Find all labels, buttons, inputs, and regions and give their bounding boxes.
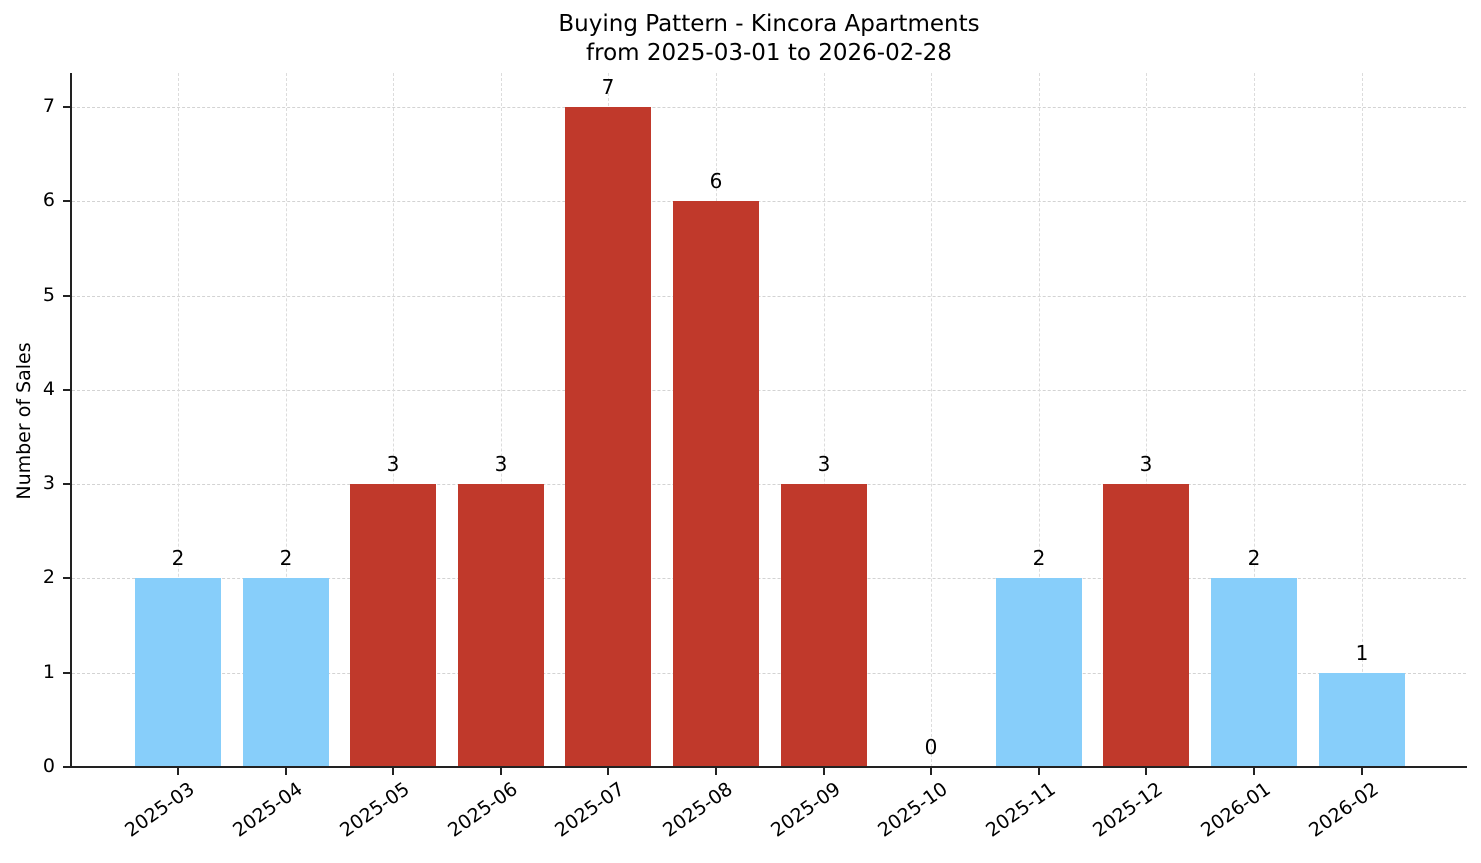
y-tick-label: 5	[42, 283, 55, 306]
bar-2025-11	[996, 578, 1082, 767]
v-gridline	[1254, 73, 1255, 767]
v-gridline	[393, 73, 394, 767]
h-gridline	[72, 106, 1466, 108]
x-tick-label: 2025-12	[1088, 778, 1167, 842]
x-tick-mark	[823, 768, 825, 775]
x-tick-label: 2025-05	[335, 778, 414, 842]
x-tick-label: 2025-07	[550, 778, 629, 842]
x-axis-line	[70, 766, 1467, 768]
v-gridline	[824, 73, 825, 767]
bar-2026-02	[1319, 673, 1405, 767]
bar-value-label: 3	[817, 452, 831, 476]
y-tick-label: 4	[42, 377, 55, 400]
bar-2025-08	[673, 201, 759, 767]
h-gridline	[72, 295, 1466, 297]
v-gridline	[1039, 73, 1040, 767]
bar-value-label: 3	[1139, 452, 1153, 476]
x-tick-label: 2025-11	[981, 778, 1060, 842]
x-tick-label: 2026-01	[1196, 778, 1275, 842]
x-tick-mark	[285, 768, 287, 775]
x-tick-mark	[500, 768, 502, 775]
x-tick-label: 2026-02	[1304, 778, 1383, 842]
v-gridline	[1362, 73, 1363, 767]
y-tick-mark	[63, 200, 70, 203]
bar-2025-12	[1103, 484, 1189, 767]
bar-2025-03	[135, 578, 221, 767]
y-tick-mark	[63, 483, 70, 486]
bar-2025-07	[565, 107, 651, 767]
x-tick-mark	[930, 768, 932, 775]
y-tick-mark	[63, 577, 70, 580]
bar-value-label: 2	[1247, 546, 1261, 570]
bar-value-label: 0	[924, 735, 938, 759]
y-tick-mark	[63, 105, 70, 108]
y-axis-line	[70, 73, 72, 768]
x-tick-mark	[1145, 768, 1147, 775]
bar-value-label: 7	[601, 75, 615, 99]
h-gridline	[72, 578, 1466, 580]
bar-value-label: 3	[386, 452, 400, 476]
y-tick-label: 2	[42, 566, 55, 589]
bar-2025-04	[243, 578, 329, 767]
bar-2026-01	[1211, 578, 1297, 767]
bar-2025-06	[458, 484, 544, 767]
y-tick-mark	[63, 766, 70, 768]
x-tick-label: 2025-04	[228, 778, 307, 842]
bar-2025-05	[350, 484, 436, 767]
y-tick-label: 1	[42, 660, 55, 683]
h-gridline	[72, 201, 1466, 203]
x-tick-mark	[607, 768, 609, 775]
bar-value-label: 1	[1355, 641, 1369, 665]
v-gridline	[501, 73, 502, 767]
x-tick-mark	[177, 768, 179, 775]
y-tick-label: 6	[42, 189, 55, 212]
y-tick-label: 7	[42, 94, 55, 117]
y-tick-mark	[63, 388, 70, 391]
y-tick-label: 0	[42, 755, 55, 777]
bar-value-label: 2	[171, 546, 185, 570]
x-tick-mark	[1361, 768, 1363, 775]
v-gridline	[286, 73, 287, 767]
y-axis-label: Number of Sales	[13, 342, 35, 500]
x-tick-label: 2025-09	[766, 778, 845, 842]
x-tick-label: 2025-08	[658, 778, 737, 842]
h-gridline	[72, 389, 1466, 391]
v-gridline	[178, 73, 179, 767]
v-gridline	[931, 73, 932, 767]
y-tick-mark	[63, 294, 70, 297]
x-tick-mark	[1253, 768, 1255, 775]
h-gridline	[72, 672, 1466, 674]
y-tick-mark	[63, 671, 70, 674]
y-tick-label: 3	[42, 472, 55, 495]
x-tick-label: 2025-06	[443, 778, 522, 842]
h-gridline	[72, 484, 1466, 486]
bar-value-label: 6	[709, 169, 723, 193]
bar-value-label: 2	[279, 546, 293, 570]
x-tick-mark	[715, 768, 717, 775]
bar-2025-09	[781, 484, 867, 767]
x-tick-mark	[392, 768, 394, 775]
x-tick-mark	[1038, 768, 1040, 775]
chart-subtitle: from 2025-03-01 to 2026-02-28	[586, 40, 952, 66]
bar-value-label: 3	[494, 452, 508, 476]
x-tick-label: 2025-10	[873, 778, 952, 842]
x-tick-label: 2025-03	[120, 778, 199, 842]
bar-value-label: 2	[1032, 546, 1046, 570]
v-gridline	[1146, 73, 1147, 767]
chart-title: Buying Pattern - Kincora Apartments	[558, 11, 980, 37]
